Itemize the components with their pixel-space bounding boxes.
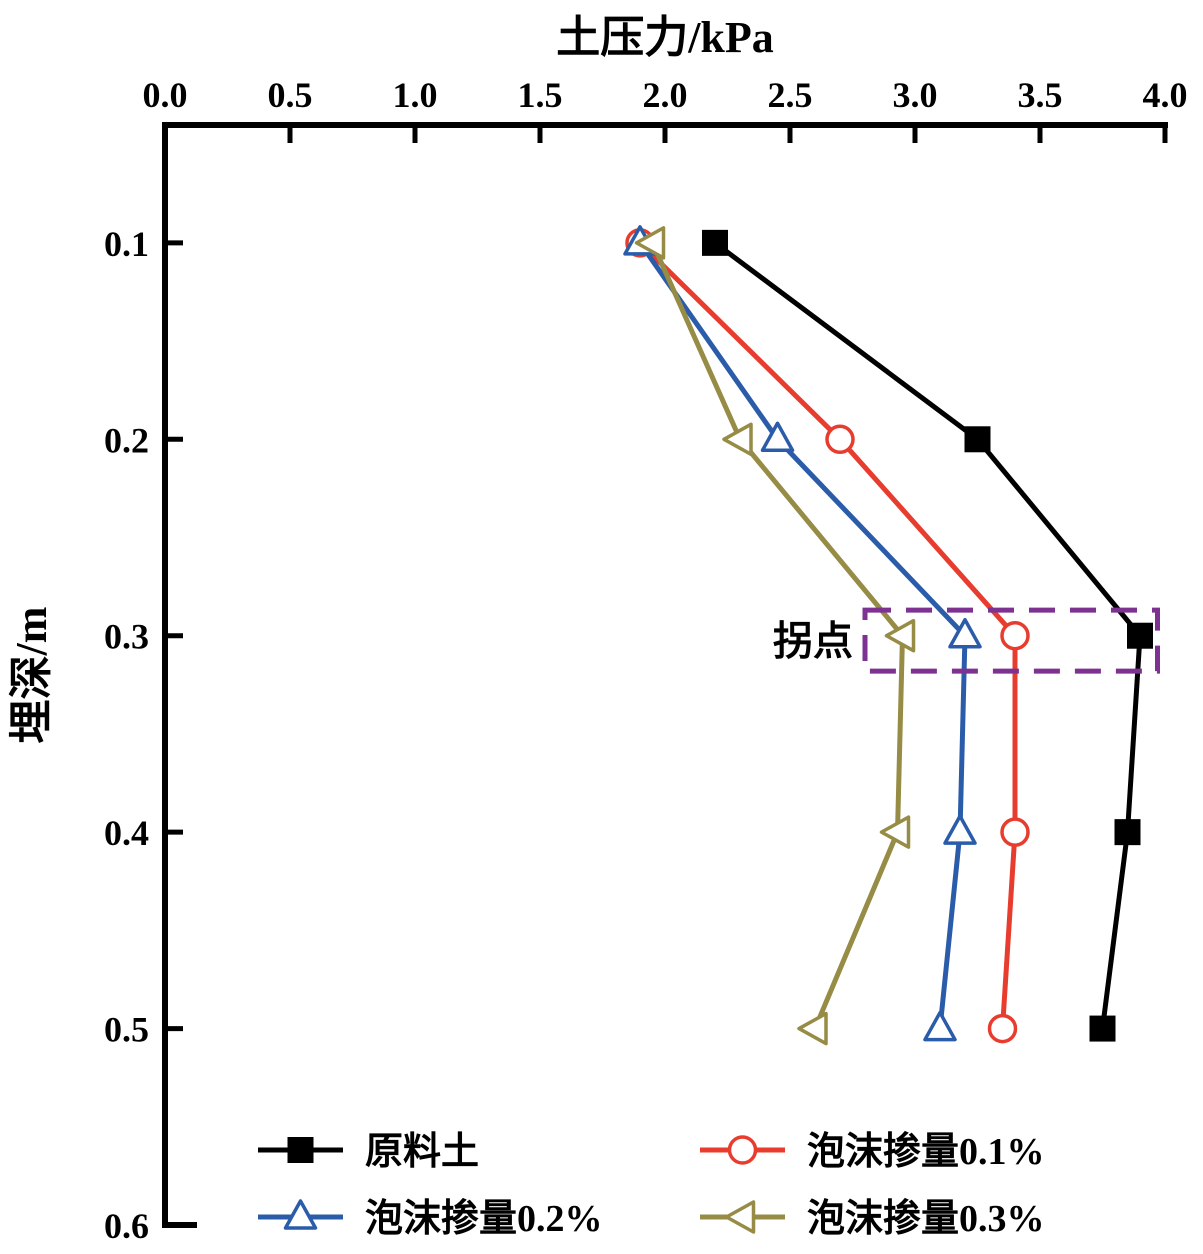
y-tick-label: 0.1 [104, 224, 149, 264]
inflection-box [862, 607, 1160, 674]
y-axis-title: 埋深/m [7, 607, 56, 744]
x-tick-label: 3.0 [893, 75, 938, 115]
x-tick-label: 0.0 [143, 75, 188, 115]
x-tick-label: 0.5 [268, 75, 313, 115]
marker-triangle-up [948, 617, 982, 649]
marker-triangle-up [760, 421, 795, 453]
marker-square [964, 426, 991, 453]
x-axis-title: 土压力/kPa [556, 13, 774, 62]
marker-circle [825, 424, 855, 455]
marker-square [287, 1137, 314, 1163]
marker-triangle-left [879, 815, 911, 849]
x-tick-label: 1.0 [393, 75, 438, 115]
x-tick-label: 4.0 [1143, 75, 1188, 115]
marker-triangle-up [923, 1010, 957, 1042]
x-tick-label: 2.5 [768, 75, 813, 115]
y-tick-label: 0.3 [104, 617, 149, 657]
y-tick-label: 0.6 [104, 1206, 149, 1246]
x-tick-label: 1.5 [518, 75, 563, 115]
marker-circle [727, 1135, 758, 1165]
marker-square [1089, 1015, 1116, 1042]
marker-circle [1000, 817, 1030, 847]
marker-triangle-left [634, 226, 666, 260]
marker-triangle-left [722, 422, 753, 457]
marker-triangle-up [943, 814, 977, 845]
inflection-label: 拐点 [773, 619, 853, 664]
legend-label-泡沫掺量0.1%: 泡沫掺量0.1% [807, 1131, 1045, 1173]
y-tick-label: 0.2 [104, 420, 149, 460]
marker-triangle-left [797, 1011, 828, 1046]
x-tick-label: 2.0 [643, 75, 688, 115]
marker-square [1127, 622, 1153, 649]
y-tick-label: 0.4 [104, 813, 149, 853]
legend-label-泡沫掺量0.2%: 泡沫掺量0.2% [365, 1198, 603, 1240]
marker-circle [1000, 620, 1030, 651]
x-tick-label: 3.5 [1018, 75, 1063, 115]
marker-circle [987, 1013, 1018, 1044]
marker-triangle-left [724, 1200, 756, 1234]
marker-triangle-left [884, 618, 916, 653]
legend-label-泡沫掺量0.3%: 泡沫掺量0.3% [807, 1198, 1045, 1240]
marker-triangle-up [283, 1199, 318, 1230]
legend-label-原料土: 原料土 [365, 1131, 479, 1173]
marker-square [1114, 819, 1141, 846]
y-tick-label: 0.5 [104, 1010, 149, 1050]
marker-square [702, 229, 728, 256]
